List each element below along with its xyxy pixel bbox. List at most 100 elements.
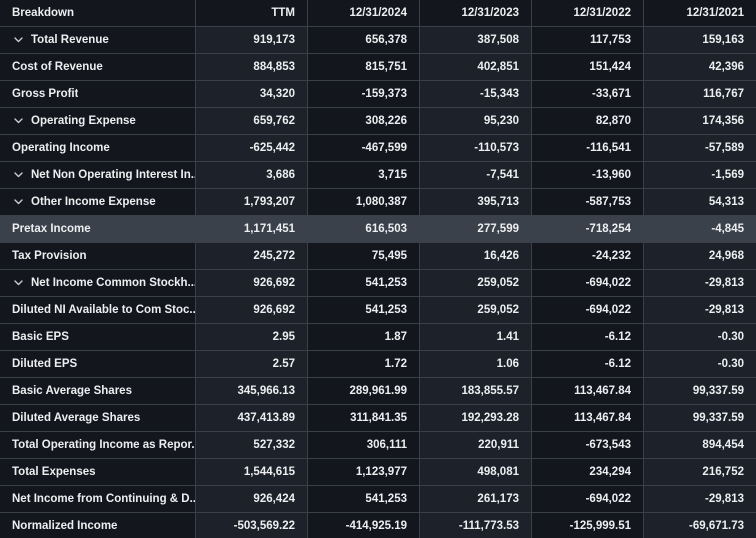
table-row: Normalized Income -503,569.22 -414,925.1… bbox=[0, 513, 756, 538]
cell-value: 192,293.28 bbox=[420, 405, 532, 431]
cell-value: 656,378 bbox=[308, 27, 420, 53]
row-label-cell: Normalized Income bbox=[0, 513, 196, 538]
cell-value: -33,671 bbox=[532, 81, 644, 107]
column-header-2022: 12/31/2022 bbox=[532, 0, 644, 26]
row-label: Diluted NI Available to Com Stoc... bbox=[12, 304, 195, 316]
row-label: Net Income from Continuing & D... bbox=[12, 493, 195, 505]
cell-value: 216,752 bbox=[644, 459, 756, 485]
table-row: Other Income Expense 1,793,207 1,080,387… bbox=[0, 189, 756, 216]
row-label: Normalized Income bbox=[12, 520, 118, 532]
cell-value: 402,851 bbox=[420, 54, 532, 80]
row-label-cell: Basic Average Shares bbox=[0, 378, 196, 404]
cell-value: -24,232 bbox=[532, 243, 644, 269]
row-label-cell[interactable]: Operating Expense bbox=[0, 108, 196, 134]
chevron-down-icon[interactable] bbox=[14, 118, 23, 124]
cell-value: -694,022 bbox=[532, 297, 644, 323]
row-label-cell: Operating Income bbox=[0, 135, 196, 161]
chevron-down-icon[interactable] bbox=[14, 37, 23, 43]
cell-value: 117,753 bbox=[532, 27, 644, 53]
row-label-cell[interactable]: Net Income Common Stockh... bbox=[0, 270, 196, 296]
cell-value: 894,454 bbox=[644, 432, 756, 458]
column-header-2023: 12/31/2023 bbox=[420, 0, 532, 26]
cell-value: 659,762 bbox=[196, 108, 308, 134]
cell-value: 24,968 bbox=[644, 243, 756, 269]
cell-value: 306,111 bbox=[308, 432, 420, 458]
cell-value: -69,671.73 bbox=[644, 513, 756, 538]
table-row: Operating Income -625,442 -467,599 -110,… bbox=[0, 135, 756, 162]
row-label-cell[interactable]: Net Non Operating Interest In... bbox=[0, 162, 196, 188]
cell-value: -7,541 bbox=[420, 162, 532, 188]
cell-value: 926,692 bbox=[196, 297, 308, 323]
cell-value: -625,442 bbox=[196, 135, 308, 161]
cell-value: -111,773.53 bbox=[420, 513, 532, 538]
cell-value: 1,123,977 bbox=[308, 459, 420, 485]
cell-value: 1.41 bbox=[420, 324, 532, 350]
cell-value: 541,253 bbox=[308, 270, 420, 296]
row-label: Net Income Common Stockh... bbox=[31, 277, 195, 289]
chevron-down-icon[interactable] bbox=[14, 172, 23, 178]
table-row: Diluted Average Shares 437,413.89 311,84… bbox=[0, 405, 756, 432]
cell-value: 2.57 bbox=[196, 351, 308, 377]
chevron-down-icon[interactable] bbox=[14, 280, 23, 286]
cell-value: -15,343 bbox=[420, 81, 532, 107]
table-row: Total Operating Income as Repor... 527,3… bbox=[0, 432, 756, 459]
cell-value: 926,424 bbox=[196, 486, 308, 512]
cell-value: 95,230 bbox=[420, 108, 532, 134]
cell-value: -29,813 bbox=[644, 486, 756, 512]
row-label-cell: Cost of Revenue bbox=[0, 54, 196, 80]
cell-value: 1.72 bbox=[308, 351, 420, 377]
cell-value: 498,081 bbox=[420, 459, 532, 485]
cell-value: 183,855.57 bbox=[420, 378, 532, 404]
cell-value: 395,713 bbox=[420, 189, 532, 215]
cell-value: -0.30 bbox=[644, 351, 756, 377]
cell-value: 541,253 bbox=[308, 297, 420, 323]
cell-value: 1.87 bbox=[308, 324, 420, 350]
chevron-down-icon[interactable] bbox=[14, 199, 23, 205]
cell-value: 220,911 bbox=[420, 432, 532, 458]
row-label-cell[interactable]: Other Income Expense bbox=[0, 189, 196, 215]
cell-value: 234,294 bbox=[532, 459, 644, 485]
cell-value: -6.12 bbox=[532, 351, 644, 377]
cell-value: 815,751 bbox=[308, 54, 420, 80]
row-label-cell: Total Operating Income as Repor... bbox=[0, 432, 196, 458]
row-label-cell: Total Expenses bbox=[0, 459, 196, 485]
row-label: Other Income Expense bbox=[31, 196, 156, 208]
cell-value: 99,337.59 bbox=[644, 405, 756, 431]
column-header-2021: 12/31/2021 bbox=[644, 0, 756, 26]
row-label: Tax Provision bbox=[12, 250, 87, 262]
cell-value: 34,320 bbox=[196, 81, 308, 107]
row-label-cell: Gross Profit bbox=[0, 81, 196, 107]
cell-value: 261,173 bbox=[420, 486, 532, 512]
row-label: Basic Average Shares bbox=[12, 385, 132, 397]
cell-value: 42,396 bbox=[644, 54, 756, 80]
cell-value: 54,313 bbox=[644, 189, 756, 215]
row-label: Operating Expense bbox=[31, 115, 136, 127]
cell-value: 259,052 bbox=[420, 297, 532, 323]
table-body: Total Revenue 919,173 656,378 387,508 11… bbox=[0, 27, 756, 538]
cell-value: 159,163 bbox=[644, 27, 756, 53]
table-row: Diluted NI Available to Com Stoc... 926,… bbox=[0, 297, 756, 324]
column-header-ttm: TTM bbox=[196, 0, 308, 26]
column-header-breakdown: Breakdown bbox=[0, 0, 196, 26]
cell-value: 3,715 bbox=[308, 162, 420, 188]
cell-value: 1,171,451 bbox=[196, 216, 308, 242]
cell-value: 1,793,207 bbox=[196, 189, 308, 215]
cell-value: -159,373 bbox=[308, 81, 420, 107]
row-label-cell: Diluted EPS bbox=[0, 351, 196, 377]
cell-value: 437,413.89 bbox=[196, 405, 308, 431]
cell-value: 2.95 bbox=[196, 324, 308, 350]
cell-value: 151,424 bbox=[532, 54, 644, 80]
table-row: Total Expenses 1,544,615 1,123,977 498,0… bbox=[0, 459, 756, 486]
cell-value: -29,813 bbox=[644, 297, 756, 323]
table-row: Pretax Income 1,171,451 616,503 277,599 … bbox=[0, 216, 756, 243]
cell-value: -673,543 bbox=[532, 432, 644, 458]
cell-value: -694,022 bbox=[532, 270, 644, 296]
row-label: Total Revenue bbox=[31, 34, 109, 46]
cell-value: 345,966.13 bbox=[196, 378, 308, 404]
row-label-cell[interactable]: Total Revenue bbox=[0, 27, 196, 53]
cell-value: 1,544,615 bbox=[196, 459, 308, 485]
cell-value: 1,080,387 bbox=[308, 189, 420, 215]
table-row: Basic Average Shares 345,966.13 289,961.… bbox=[0, 378, 756, 405]
table-row: Net Income Common Stockh... 926,692 541,… bbox=[0, 270, 756, 297]
